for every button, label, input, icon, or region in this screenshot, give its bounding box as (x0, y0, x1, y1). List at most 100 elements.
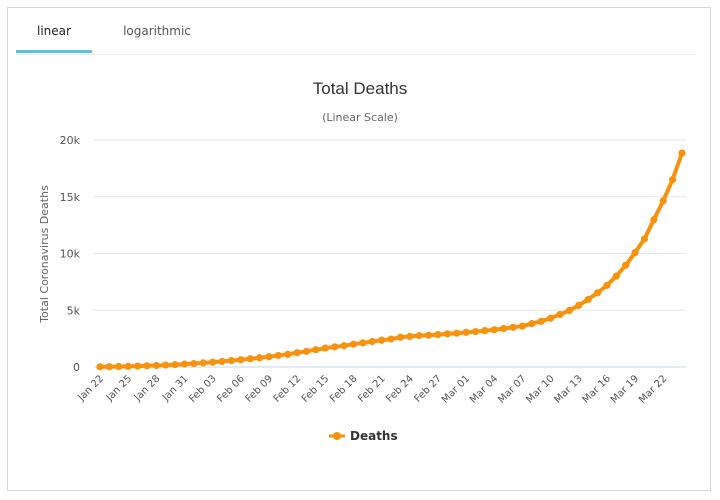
x-tick-label: Mar 13 (552, 373, 584, 405)
x-tick-label: Feb 18 (328, 373, 360, 405)
data-point[interactable] (500, 324, 508, 333)
data-point[interactable] (593, 289, 602, 297)
data-point[interactable] (152, 361, 160, 370)
data-point[interactable] (453, 329, 461, 337)
tabs-divider (16, 54, 696, 55)
data-point[interactable] (133, 362, 142, 370)
data-point[interactable] (302, 347, 311, 355)
data-point[interactable] (659, 197, 667, 205)
data-point[interactable] (387, 335, 395, 343)
data-point[interactable] (490, 326, 498, 334)
data-point[interactable] (612, 272, 620, 280)
x-tick-label: Feb 12 (272, 373, 304, 405)
data-point[interactable] (396, 333, 404, 341)
data-point[interactable] (434, 330, 442, 339)
data-point[interactable] (209, 358, 217, 366)
data-point[interactable] (246, 355, 254, 363)
data-point[interactable] (199, 359, 207, 367)
tab-active-indicator (16, 50, 92, 53)
data-point[interactable] (227, 356, 236, 365)
data-point[interactable] (237, 356, 245, 364)
x-tick-label: Jan 22 (75, 373, 106, 404)
series-line (98, 151, 684, 369)
data-point[interactable] (443, 330, 451, 338)
y-axis-label: Total Coronavirus Deaths (38, 185, 51, 324)
data-point[interactable] (650, 216, 658, 224)
data-point[interactable] (537, 317, 545, 325)
data-point[interactable] (124, 362, 132, 370)
data-point[interactable] (424, 331, 433, 339)
x-tick-label: Feb 09 (244, 373, 276, 405)
data-point[interactable] (378, 336, 386, 344)
x-tick-label: Jan 31 (160, 373, 191, 404)
data-point[interactable] (518, 322, 527, 330)
data-point[interactable] (331, 343, 339, 351)
data-point[interactable] (584, 295, 592, 304)
data-point[interactable] (546, 314, 555, 322)
data-point[interactable] (406, 332, 414, 340)
data-point[interactable] (565, 306, 573, 315)
data-point[interactable] (96, 363, 104, 371)
x-tick-label: Mar 19 (609, 373, 641, 405)
data-point[interactable] (218, 357, 226, 366)
data-point[interactable] (265, 353, 273, 361)
chart-title: Total Deaths (313, 79, 408, 98)
x-tick-label: Mar 07 (496, 373, 528, 405)
data-point[interactable] (556, 310, 564, 319)
legend[interactable]: Deaths (329, 429, 398, 443)
data-point[interactable] (255, 354, 264, 362)
data-point[interactable] (603, 281, 611, 289)
data-point[interactable] (678, 149, 686, 157)
y-tick-label: 15k (60, 191, 81, 204)
data-point[interactable] (171, 360, 179, 369)
x-tick-label: Mar 22 (637, 373, 669, 405)
data-point[interactable] (359, 339, 367, 347)
data-point[interactable] (528, 319, 536, 328)
data-point[interactable] (143, 362, 151, 370)
x-tick-label: Mar 01 (440, 373, 472, 405)
y-tick-label: 0 (73, 361, 80, 374)
data-point[interactable] (180, 360, 189, 368)
data-point[interactable] (105, 363, 113, 371)
legend-marker-icon (333, 432, 341, 440)
data-point[interactable] (640, 235, 649, 243)
x-tick-label: Jan 28 (132, 373, 163, 404)
x-tick-label: Mar 04 (468, 373, 500, 405)
x-tick-label: Mar 16 (581, 373, 613, 405)
data-point[interactable] (162, 361, 170, 369)
data-point[interactable] (321, 344, 329, 352)
data-point[interactable] (293, 349, 301, 357)
data-point[interactable] (575, 301, 583, 309)
data-point[interactable] (462, 328, 470, 336)
data-point[interactable] (415, 332, 423, 340)
x-tick-label: Jan 25 (104, 373, 135, 404)
x-tick-label: Feb 03 (187, 373, 219, 405)
y-tick-label: 10k (60, 248, 81, 261)
gridlines (94, 139, 686, 368)
x-tick-label: Feb 24 (384, 373, 416, 405)
data-point[interactable] (340, 342, 348, 350)
data-point[interactable] (622, 261, 630, 269)
data-point[interactable] (509, 323, 517, 331)
data-point[interactable] (115, 362, 123, 371)
data-point[interactable] (481, 327, 489, 335)
data-point[interactable] (274, 351, 282, 360)
data-point[interactable] (631, 248, 639, 257)
data-point[interactable] (349, 340, 358, 348)
y-tick-label: 20k (60, 134, 81, 147)
data-point[interactable] (368, 337, 376, 346)
tab-logarithmic[interactable]: logarithmic (123, 24, 191, 38)
data-point[interactable] (669, 175, 677, 184)
data-point[interactable] (312, 346, 320, 354)
data-point[interactable] (284, 350, 292, 358)
tab-linear[interactable]: linear (37, 24, 71, 38)
data-point[interactable] (190, 359, 198, 368)
chart-subtitle: (Linear Scale) (322, 111, 398, 124)
x-tick-label: Mar 10 (524, 373, 556, 405)
chart-panel (7, 7, 711, 491)
data-point[interactable] (471, 328, 480, 336)
y-axis-ticks: 0 5k 10k 15k 20k (60, 134, 81, 374)
legend-label: Deaths (350, 429, 398, 443)
